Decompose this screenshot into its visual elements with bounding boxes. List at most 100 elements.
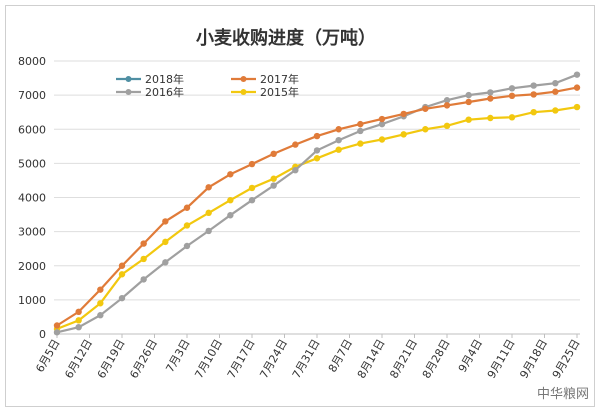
point-2017-23 — [552, 88, 559, 95]
point-2017-1 — [75, 308, 82, 316]
y-tick-5000: 5000 — [18, 157, 46, 170]
legend: 2018年 2017年 2016年 2015年 — [116, 72, 299, 99]
point-2017-13 — [335, 126, 342, 133]
y-tick-1000: 1000 — [18, 294, 46, 307]
point-2017-17 — [422, 105, 429, 112]
point-2015-9 — [248, 184, 256, 192]
point-2015-18 — [443, 122, 451, 130]
point-2016-24 — [573, 71, 581, 78]
point-2015-24 — [573, 103, 581, 111]
x-tick-label-8: 7月31日 — [290, 337, 323, 381]
x-tick-label-13: 9月4日 — [456, 337, 485, 375]
point-2016-10 — [270, 182, 277, 189]
point-2015-2 — [97, 300, 104, 307]
y-tick-2000: 2000 — [18, 260, 46, 273]
x-tick-label-14: 9月11日 — [485, 337, 518, 381]
point-2017-24 — [573, 84, 581, 91]
point-2016-0 — [53, 329, 61, 336]
x-tick-label-12: 8月28日 — [420, 337, 453, 381]
chart-title: 小麦收购进度（万吨） — [196, 27, 376, 49]
point-2015-14 — [357, 140, 364, 147]
point-2017-20 — [487, 95, 494, 102]
point-2016-8 — [227, 212, 234, 219]
point-2015-17 — [422, 126, 429, 133]
legend-label-2018: 2018年 — [145, 72, 184, 86]
legend-label-2015: 2015年 — [260, 85, 299, 99]
point-2015-22 — [530, 108, 537, 116]
y-tick-7000: 7000 — [18, 89, 46, 102]
point-2016-6 — [183, 242, 191, 250]
point-2015-8 — [227, 197, 234, 204]
point-2016-9 — [248, 197, 256, 204]
point-2016-23 — [552, 79, 559, 87]
point-2017-12 — [313, 132, 321, 140]
point-2017-22 — [530, 91, 537, 98]
point-2016-20 — [487, 89, 494, 96]
point-2017-16 — [400, 110, 407, 118]
point-2015-20 — [487, 114, 494, 122]
y-tick-0: 0 — [39, 328, 46, 341]
x-tick-label-16: 9月25日 — [550, 337, 583, 381]
x-tick-label-4: 7月3日 — [163, 337, 192, 375]
x-tick-label-9: 8月7日 — [326, 337, 355, 375]
x-tick-label-2: 6月19日 — [95, 337, 128, 381]
series-line-2015 — [56, 106, 578, 330]
point-2015-10 — [270, 175, 277, 182]
point-2015-3 — [118, 271, 126, 278]
point-2017-14 — [357, 120, 364, 128]
point-2017-8 — [227, 171, 234, 178]
point-2015-15 — [378, 136, 386, 143]
point-2016-4 — [140, 276, 147, 283]
point-2017-0 — [53, 322, 61, 329]
point-2016-5 — [162, 259, 169, 266]
point-2017-10 — [270, 150, 277, 158]
point-2017-4 — [140, 240, 147, 247]
legend-marker-2016 — [125, 89, 132, 95]
legend-marker-2018 — [125, 76, 132, 82]
series-line-2017 — [56, 86, 578, 327]
legend-marker-2017 — [240, 76, 247, 82]
point-2015-1 — [75, 317, 82, 324]
x-tick-label-0: 6月5日 — [33, 337, 62, 375]
point-2016-22 — [530, 82, 537, 89]
point-2015-19 — [465, 116, 472, 123]
point-2017-19 — [465, 98, 472, 106]
point-2015-16 — [400, 131, 407, 138]
point-2017-6 — [183, 204, 191, 211]
point-2017-2 — [97, 286, 104, 293]
point-2016-11 — [292, 167, 299, 174]
x-tick-label-7: 7月24日 — [257, 337, 290, 381]
point-2017-15 — [378, 115, 386, 123]
point-2015-23 — [552, 107, 559, 114]
y-axis: 0 1000 2000 3000 4000 5000 6000 7000 8000 — [18, 55, 46, 341]
point-2016-7 — [205, 227, 212, 235]
point-2016-2 — [97, 312, 104, 319]
y-tick-3000: 3000 — [18, 226, 46, 239]
point-2017-18 — [443, 102, 451, 109]
point-2016-15 — [378, 120, 386, 128]
point-2017-3 — [118, 262, 126, 269]
point-2015-12 — [313, 155, 321, 162]
point-2016-19 — [465, 91, 472, 99]
x-tick-label-6: 7月17日 — [225, 337, 258, 381]
point-2015-4 — [140, 255, 147, 263]
x-tick-label-10: 8月14日 — [355, 337, 388, 381]
x-tick-label-5: 7月10日 — [192, 337, 225, 381]
x-tick-label-1: 6月12日 — [62, 337, 95, 381]
point-2015-21 — [508, 114, 516, 121]
point-2017-5 — [162, 218, 169, 225]
x-axis: 6月5日 6月12日 6月19日 6月26日 7月3日 7月10日 7月17日 7月24日 7月… — [33, 334, 583, 381]
chart-frame: 小麦收购进度（万吨） 0 1000 2000 3000 4000 5000 6000 7000… — [5, 5, 595, 407]
point-2015-7 — [205, 209, 212, 217]
point-2017-21 — [508, 92, 516, 100]
point-2016-3 — [118, 294, 126, 302]
x-tick-label-15: 9月18日 — [517, 337, 550, 381]
wheat-purchase-chart: 小麦收购进度（万吨） 0 1000 2000 3000 4000 5000 6000 7000… — [18, 27, 589, 402]
point-2016-21 — [508, 85, 516, 92]
point-2015-5 — [162, 238, 169, 246]
legend-marker-2015 — [240, 89, 247, 95]
y-tick-4000: 4000 — [18, 192, 46, 205]
y-tick-6000: 6000 — [18, 123, 46, 136]
point-2016-13 — [335, 136, 342, 144]
y-tick-8000: 8000 — [18, 55, 46, 68]
